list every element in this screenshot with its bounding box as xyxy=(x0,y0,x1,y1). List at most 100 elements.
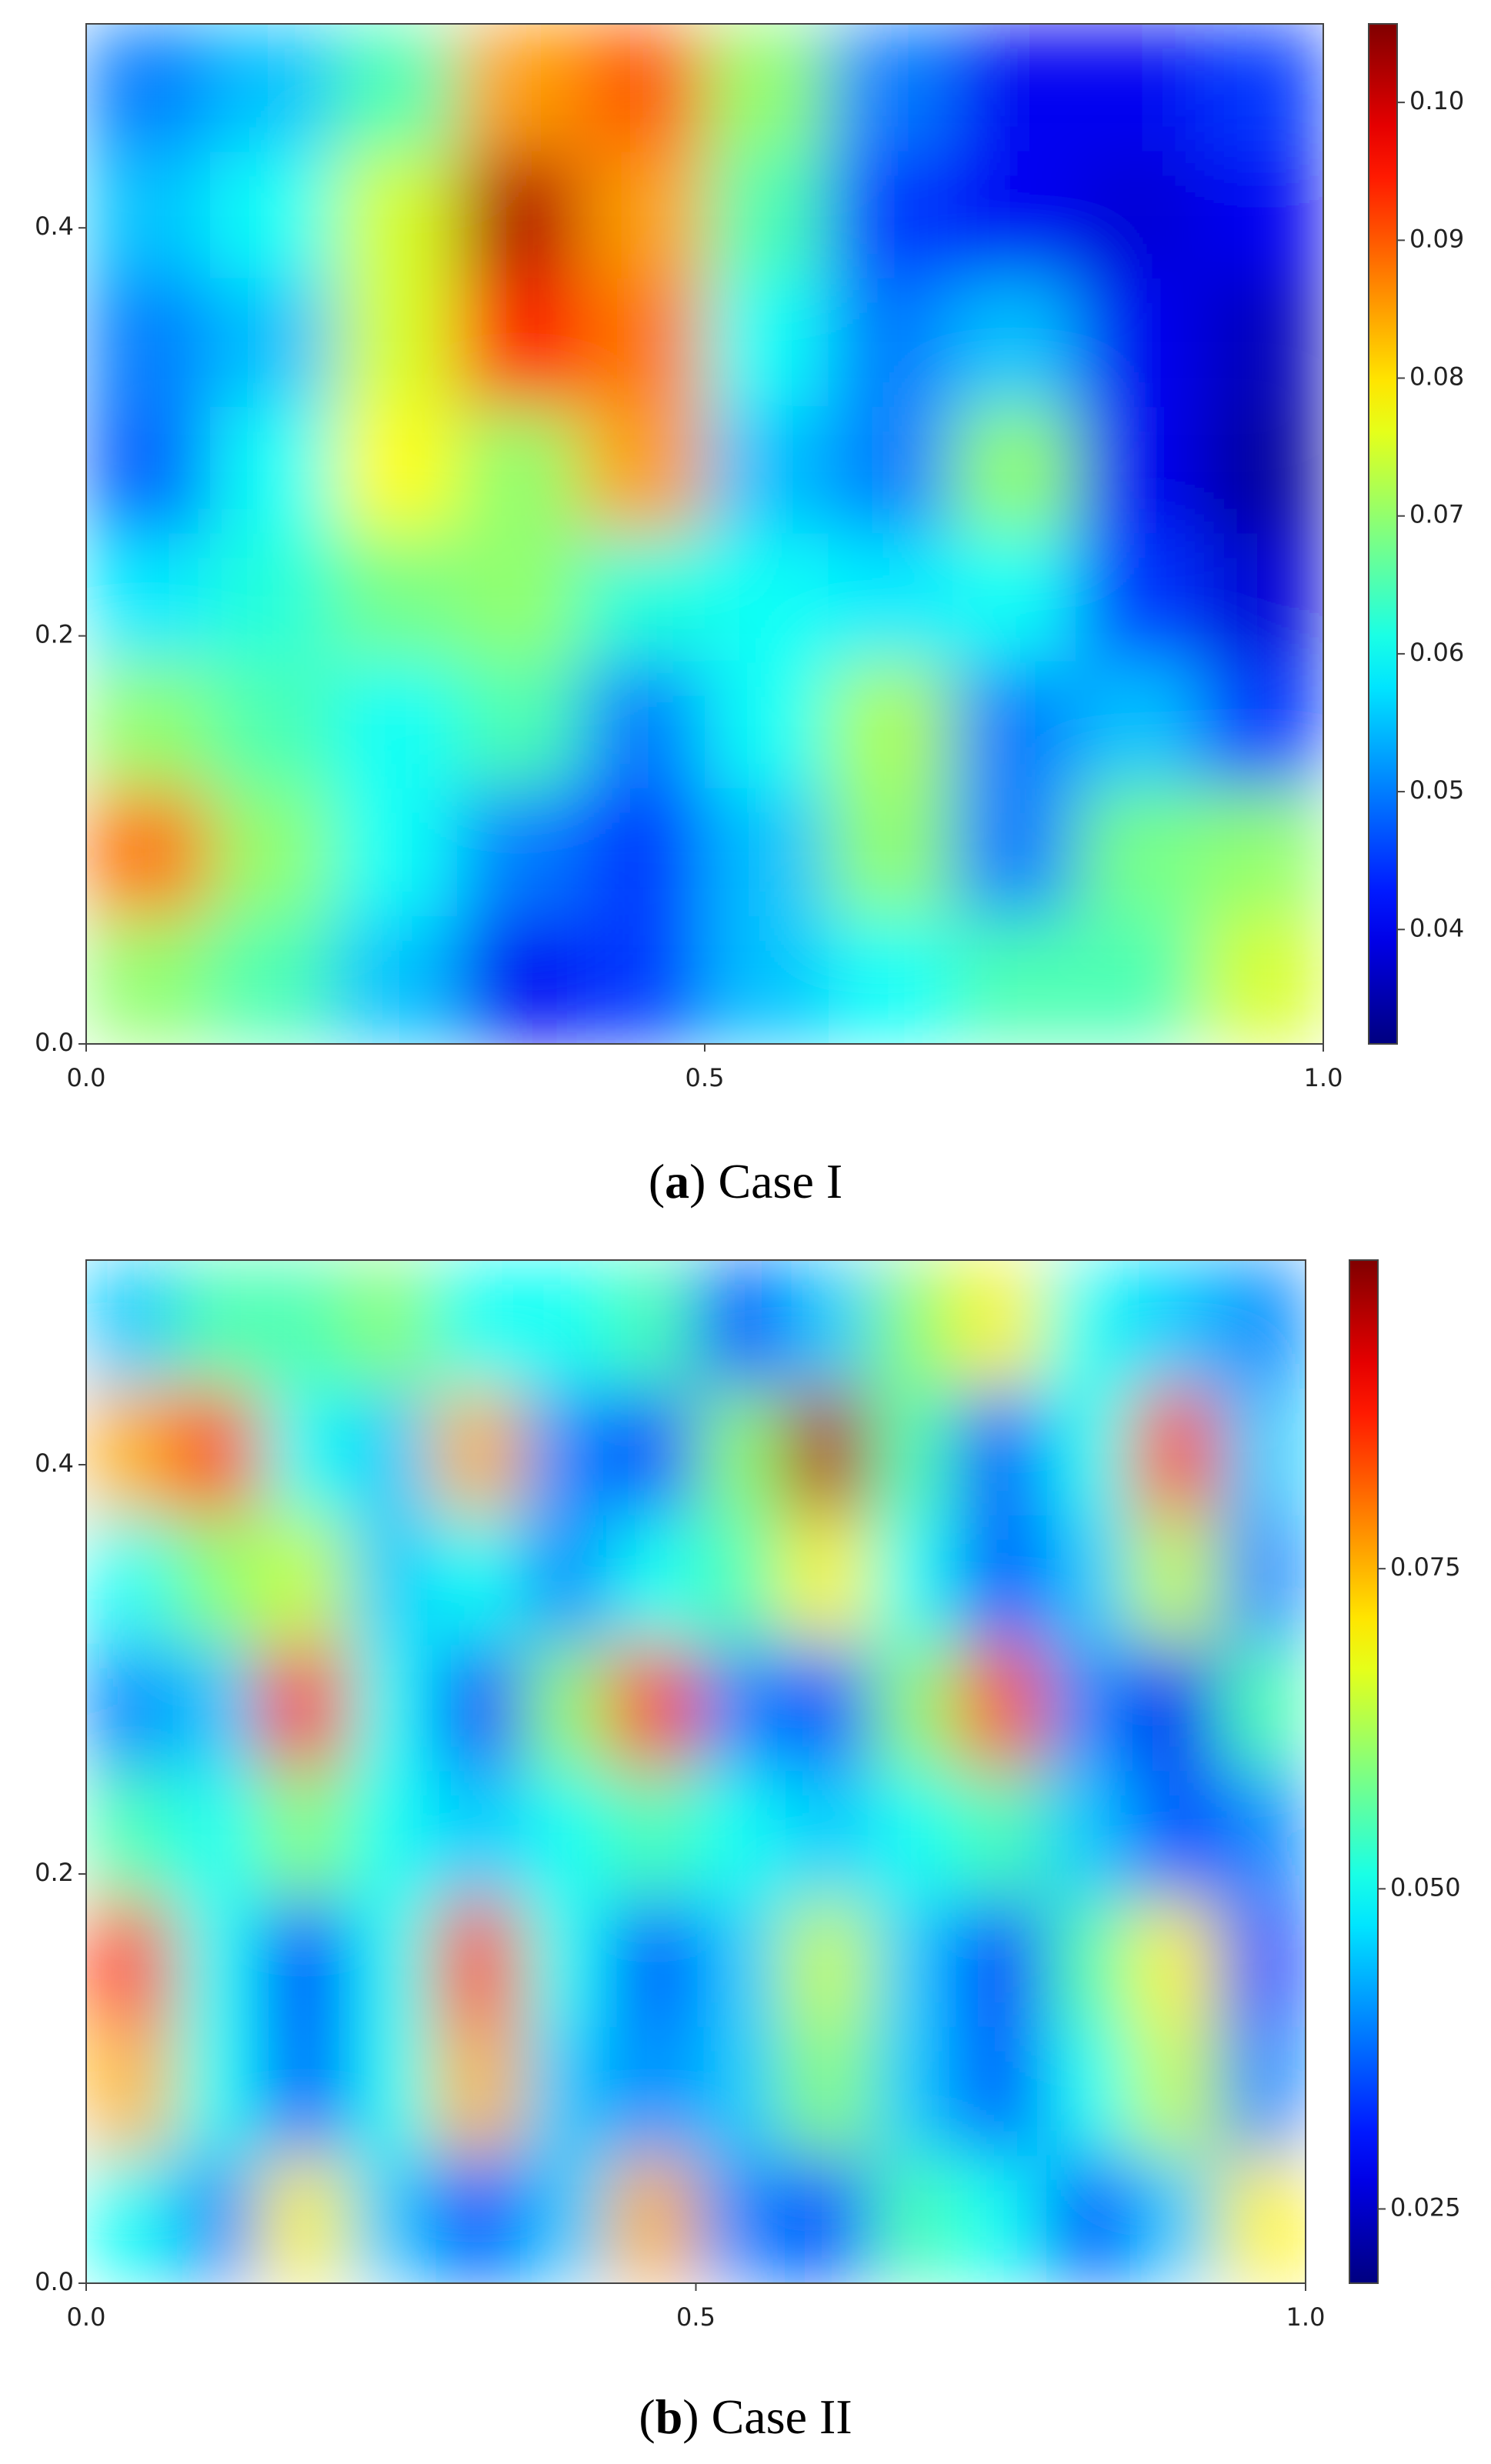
heatmap-cell xyxy=(705,152,829,280)
heatmap-cell xyxy=(172,2026,261,2156)
heatmap-cell xyxy=(333,533,458,662)
heatmap-cell xyxy=(952,406,1076,535)
heatmap-cell xyxy=(347,1771,435,1900)
heatmap-cell xyxy=(172,1515,261,1644)
heatmap-cell xyxy=(1131,1899,1219,2029)
heatmap-cell xyxy=(705,533,829,662)
caption-part: ) Case I xyxy=(689,1154,842,1209)
heatmap-cell xyxy=(86,916,211,1044)
heatmap-cell xyxy=(86,406,211,535)
y-tick-label: 0.0 xyxy=(35,1028,74,1057)
heatmap-cell xyxy=(608,1644,696,1773)
heatmap-cell xyxy=(870,1515,959,1644)
heatmap-cell xyxy=(608,1899,696,2029)
heatmap-cell xyxy=(608,1260,696,1389)
heatmap-cell xyxy=(782,2026,871,2156)
heatmap-cell xyxy=(1043,1899,1132,2029)
x-tick-label: 0.0 xyxy=(67,2302,106,2332)
heatmap-cell xyxy=(1131,1515,1219,1644)
heatmap-cell xyxy=(172,1388,261,1517)
heatmap-cell xyxy=(1076,406,1200,535)
colorbar-tick-label: 0.050 xyxy=(1390,1872,1461,1902)
heatmap-cell xyxy=(86,2156,175,2283)
heatmap-cell xyxy=(434,1644,522,1773)
heatmap-cell xyxy=(1076,24,1200,152)
heatmap-cell xyxy=(347,1515,435,1644)
heatmap-cell xyxy=(952,916,1076,1044)
heatmap-cell xyxy=(581,278,705,407)
heatmap-cell xyxy=(333,152,458,280)
heatmap-cell xyxy=(581,406,705,535)
heatmap-cell xyxy=(172,1260,261,1389)
heatmap-cell xyxy=(581,152,705,280)
heatmap-cell xyxy=(1199,278,1323,407)
colorbar-tick-label: 0.075 xyxy=(1390,1552,1461,1582)
heatmap-cell xyxy=(782,1771,871,1900)
heatmap-cell xyxy=(957,1899,1045,2029)
heatmap-cell xyxy=(86,533,211,662)
heatmap-cell xyxy=(581,916,705,1044)
heatmap-cell xyxy=(1199,406,1323,535)
heatmap-cell xyxy=(86,278,211,407)
heatmap-cell xyxy=(782,2156,871,2283)
heatmap-cell xyxy=(1043,2026,1132,2156)
y-tick-label: 0.2 xyxy=(35,1858,74,1887)
heatmap xyxy=(86,1260,1306,2283)
caption-part: ( xyxy=(649,1154,665,1209)
heatmap-cell xyxy=(86,1771,175,1900)
heatmap-cell xyxy=(522,2026,610,2156)
heatmap-cell xyxy=(209,788,335,917)
heatmap-cell xyxy=(1218,1388,1306,1517)
heatmap-cell xyxy=(870,1388,959,1517)
heatmap-cell xyxy=(172,1899,261,2029)
heatmap-cell xyxy=(86,152,211,280)
heatmap-cell xyxy=(581,533,705,662)
heatmap-cell xyxy=(1218,1260,1306,1389)
heatmap-cell xyxy=(828,662,953,790)
heatmap-cell xyxy=(209,24,335,152)
heatmap-cell xyxy=(695,1771,784,1900)
heatmap-cell xyxy=(1131,1388,1219,1517)
heatmap-cell xyxy=(705,662,829,790)
heatmap-cell xyxy=(261,1388,349,1517)
heatmap-cell xyxy=(1199,152,1323,280)
heatmap-cell xyxy=(522,2156,610,2283)
heatmap-cell xyxy=(1076,662,1200,790)
heatmap-cell xyxy=(1043,1771,1132,1900)
heatmap-cell xyxy=(86,1260,175,1389)
heatmap-cell xyxy=(1043,1388,1132,1517)
heatmap-field xyxy=(86,1260,1306,2283)
heatmap-cell xyxy=(522,1515,610,1644)
heatmap-cell xyxy=(608,1515,696,1644)
heatmap-cell xyxy=(347,1644,435,1773)
heatmap-cell xyxy=(209,152,335,280)
heatmap-cell xyxy=(705,916,829,1044)
heatmap-cell xyxy=(1076,278,1200,407)
heatmap-cell xyxy=(705,24,829,152)
heatmap-cell xyxy=(705,788,829,917)
heatmap-cell xyxy=(261,2026,349,2156)
heatmap-cell xyxy=(1199,662,1323,790)
heatmap-cell xyxy=(581,24,705,152)
heatmap-cell xyxy=(828,406,953,535)
caption-part: ) Case II xyxy=(682,2389,852,2444)
heatmap-cell xyxy=(333,406,458,535)
heatmap-cell xyxy=(434,1771,522,1900)
heatmap-cell xyxy=(581,788,705,917)
heatmap-cell xyxy=(172,2156,261,2283)
heatmap-cell xyxy=(1043,1260,1132,1389)
heatmap-cell xyxy=(828,788,953,917)
heatmap-cell xyxy=(522,1771,610,1900)
heatmap-cell xyxy=(1043,2156,1132,2283)
heatmap-cell xyxy=(86,1644,175,1773)
heatmap-cell xyxy=(870,1771,959,1900)
heatmap-cell xyxy=(86,788,211,917)
heatmap-cell xyxy=(261,2156,349,2283)
colorbar-tick-label: 0.05 xyxy=(1409,775,1464,805)
colorbar-tick-label: 0.07 xyxy=(1409,500,1464,529)
heatmap-cell xyxy=(695,2026,784,2156)
heatmap-cell xyxy=(261,1515,349,1644)
x-tick-label: 0.0 xyxy=(67,1063,106,1092)
